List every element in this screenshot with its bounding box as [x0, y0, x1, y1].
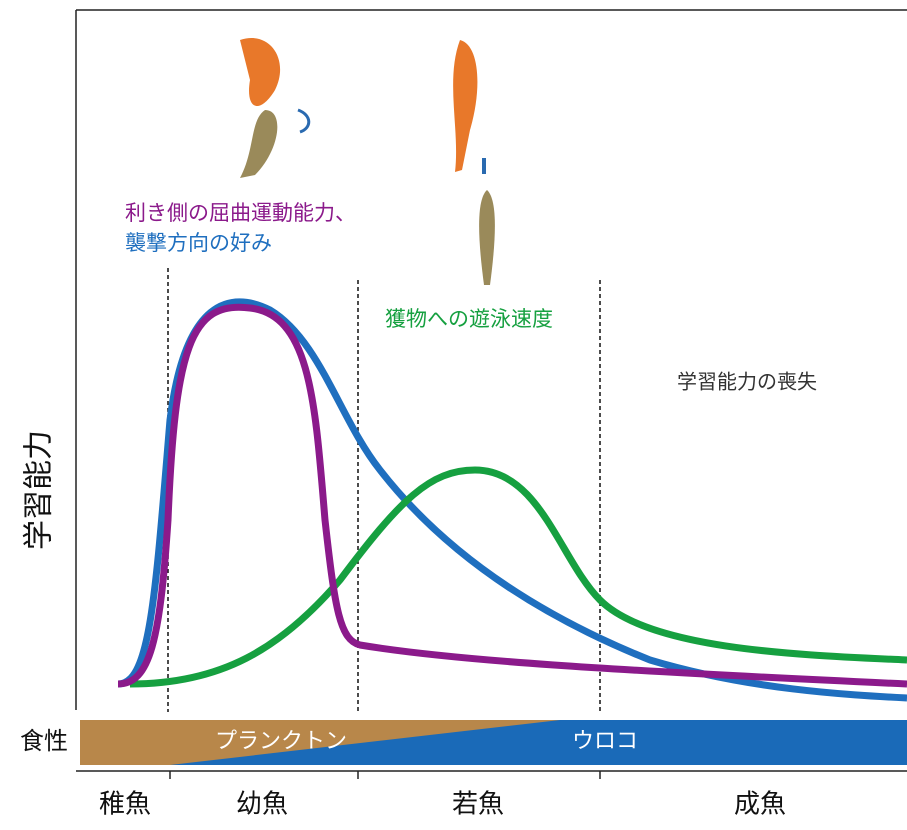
diet-bar-scales: [170, 720, 907, 765]
fish-illustration-right: [453, 40, 495, 285]
diet-label: 食性: [20, 727, 68, 755]
stage-label: 稚魚: [99, 790, 151, 820]
annotation-gray: 学習能力の喪失: [677, 370, 817, 394]
fish-illustration-left: [240, 38, 311, 178]
x-axis-ticks: [169, 771, 601, 779]
annotation-purple: 利き側の屈曲運動能力、: [125, 201, 356, 225]
purple-curve: [117, 303, 907, 688]
blue-curve: [117, 298, 907, 702]
annotation-blue: 襲撃方向の好み: [125, 231, 272, 255]
stage-label: 成魚: [734, 790, 786, 820]
diet-plankton-label: プランクトン: [215, 729, 347, 754]
y-axis-label: 学習能力: [22, 430, 57, 550]
stage-label: 若魚: [452, 790, 504, 820]
green-curve: [129, 466, 907, 688]
diet-scales-label: ウロコ: [572, 729, 638, 754]
stage-label: 幼魚: [236, 790, 288, 820]
annotation-green: 獲物への遊泳速度: [385, 307, 553, 331]
